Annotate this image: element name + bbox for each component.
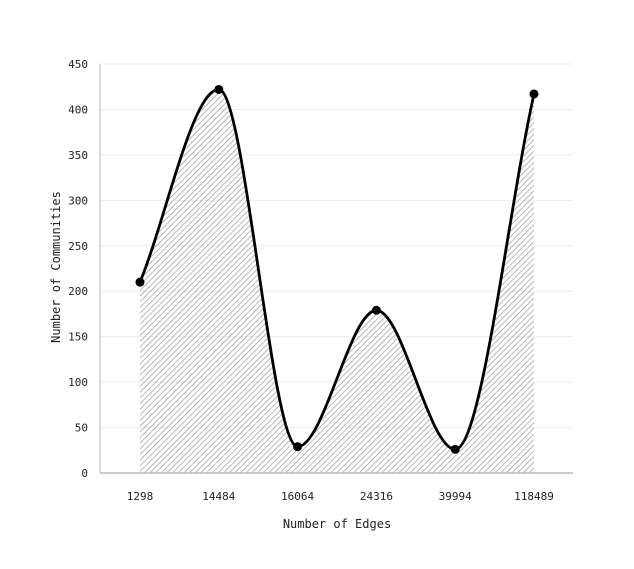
y-tick-label: 200 xyxy=(68,285,88,298)
x-axis-title: Number of Edges xyxy=(283,517,391,531)
data-point xyxy=(135,277,145,287)
data-point xyxy=(450,444,460,454)
y-tick-label: 450 xyxy=(68,58,88,71)
data-point xyxy=(529,89,539,99)
x-tick-label: 118489 xyxy=(514,490,554,503)
x-tick-label: 14484 xyxy=(202,490,235,503)
series-line xyxy=(138,88,536,451)
x-tick-label: 16064 xyxy=(281,490,314,503)
area-layer xyxy=(138,88,536,474)
x-tick-labels: 1298 14484 16064 24316 39994 118489 xyxy=(127,490,554,503)
y-tick-label: 150 xyxy=(68,331,88,344)
data-point xyxy=(293,442,303,452)
y-axis-title: Number of Communities xyxy=(49,191,63,343)
y-tick-label: 50 xyxy=(75,422,88,435)
data-points xyxy=(135,84,539,454)
y-tick-label: 300 xyxy=(68,194,88,207)
area-fill xyxy=(140,89,534,474)
axes xyxy=(99,64,573,474)
x-tick-label: 24316 xyxy=(360,490,393,503)
y-tick-label: 400 xyxy=(68,103,88,116)
data-point xyxy=(214,84,224,94)
y-tick-label: 250 xyxy=(68,240,88,253)
y-tick-labels: 0 50 100 150 200 250 300 350 400 450 xyxy=(68,58,88,480)
y-tick-label: 350 xyxy=(68,149,88,162)
x-tick-label: 39994 xyxy=(439,490,472,503)
data-point xyxy=(371,305,381,315)
y-tick-label: 100 xyxy=(68,376,88,389)
x-tick-label: 1298 xyxy=(127,490,154,503)
y-tick-label: 0 xyxy=(81,467,88,480)
